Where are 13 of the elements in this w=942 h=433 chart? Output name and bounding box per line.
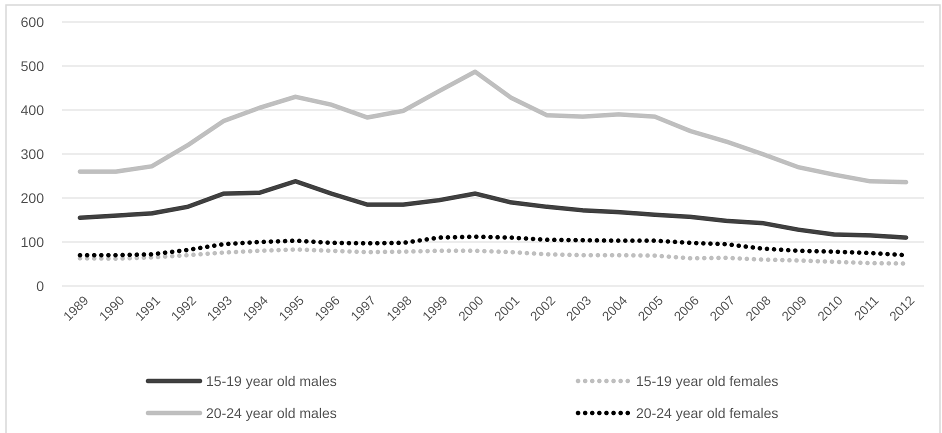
legend-label: 15-19 year old males — [206, 372, 337, 389]
line-series — [78, 179, 908, 240]
y-tick-label: 600 — [20, 14, 44, 30]
y-tick-label: 100 — [20, 234, 44, 250]
y-tick-label: 400 — [20, 102, 44, 118]
y-tick-label: 300 — [20, 146, 44, 162]
line-series — [78, 69, 908, 184]
y-tick-label: 200 — [20, 190, 44, 206]
legend-label: 20-24 year old males — [206, 404, 337, 421]
legend-label: 20-24 year old females — [636, 404, 778, 421]
y-tick-label: 0 — [36, 278, 44, 294]
legend-label: 15-19 year old females — [636, 372, 778, 389]
y-tick-label: 500 — [20, 58, 44, 74]
